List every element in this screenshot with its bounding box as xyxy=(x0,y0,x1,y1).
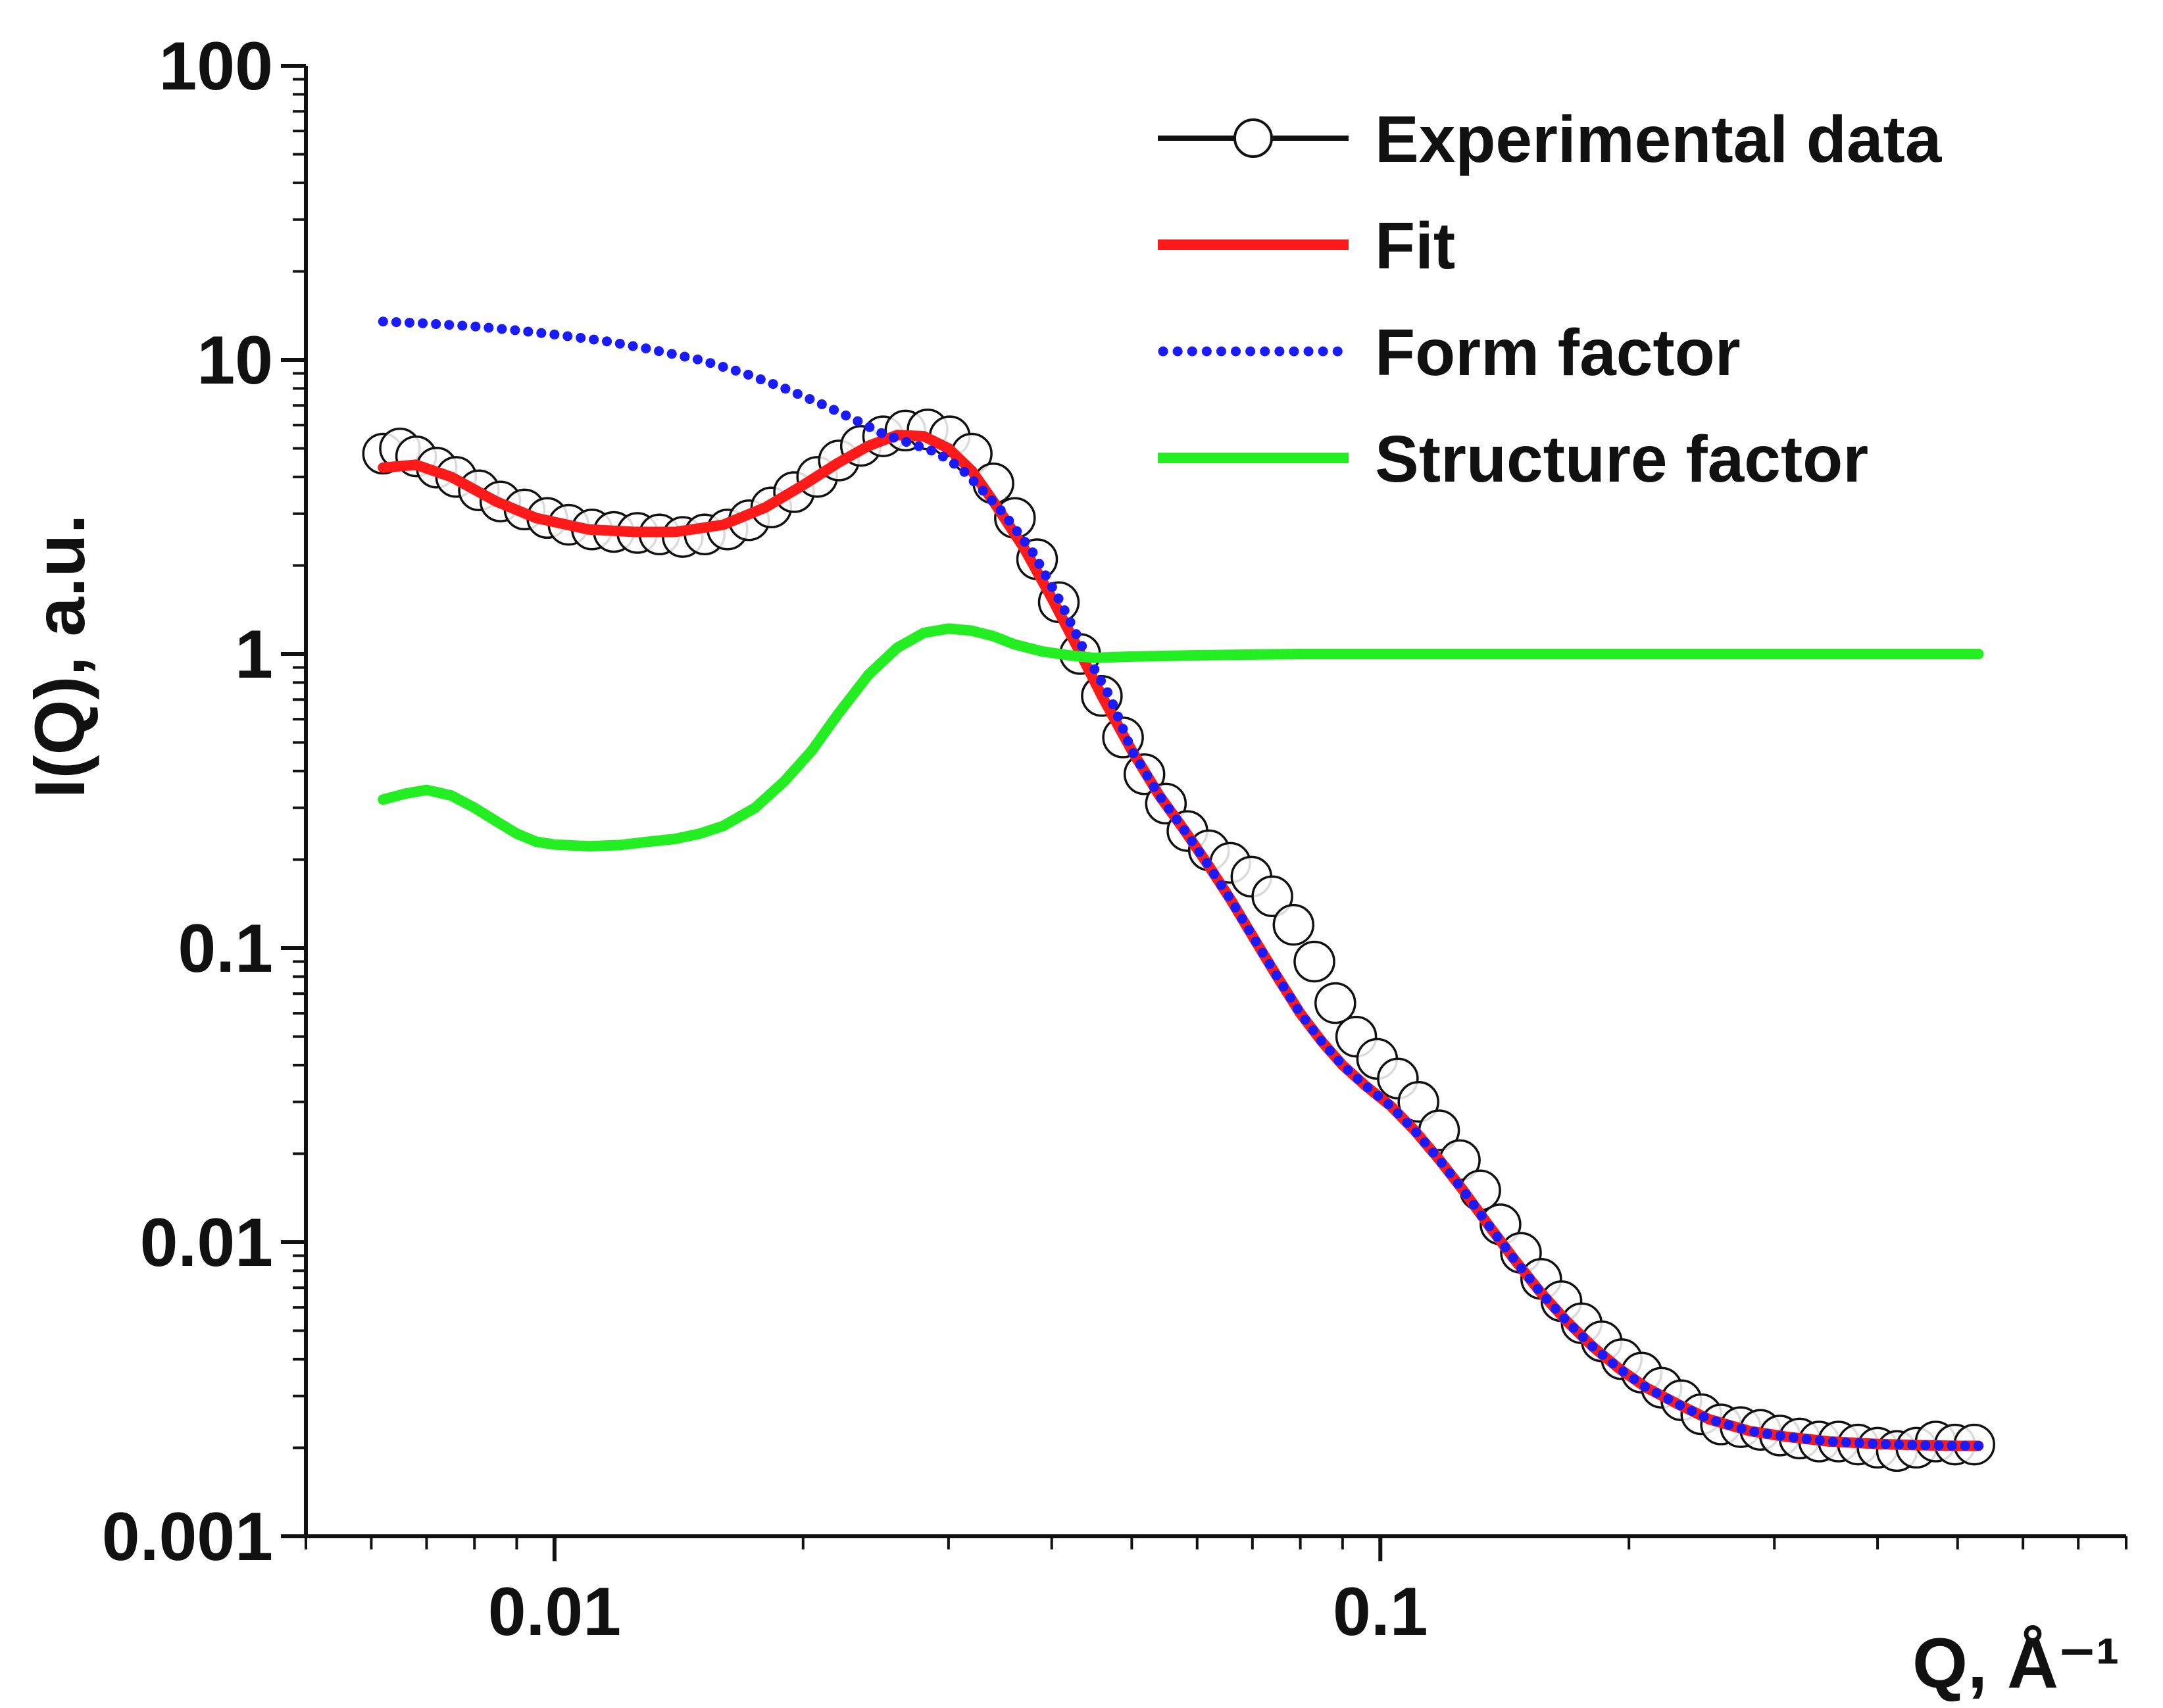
data-point xyxy=(1251,875,1293,918)
y-tick-label: 1 xyxy=(235,616,273,693)
data-point xyxy=(1397,1080,1439,1123)
legend-item: Structure factor xyxy=(1158,422,1868,496)
y-tick-label: 10 xyxy=(197,322,273,399)
axes: 0.001 0.01 0.1 1 10 100 0.01 0.1 xyxy=(102,28,2127,1650)
y-tick-label: 0.001 xyxy=(102,1499,273,1575)
legend-item: Experimental data xyxy=(1158,103,1943,176)
data-point xyxy=(1272,903,1315,946)
series-line xyxy=(378,623,1984,852)
legend-swatch-marker xyxy=(1233,118,1273,158)
x-tick-label: 0.01 xyxy=(488,1574,621,1650)
series-form-factor xyxy=(378,316,1983,1451)
series-structure-factor xyxy=(378,623,1984,852)
series-layer xyxy=(362,316,1995,1472)
legend-item: Fit xyxy=(1158,209,1455,283)
legend-label: Fit xyxy=(1375,209,1455,283)
legend-label: Form factor xyxy=(1375,316,1741,389)
y-tick-label: 100 xyxy=(159,28,273,105)
data-point xyxy=(1293,940,1335,983)
legend-item: Form factor xyxy=(1158,316,1741,389)
y-tick-label: 0.01 xyxy=(140,1205,273,1281)
y-tick-label: 0.1 xyxy=(178,911,273,987)
y-axis-title: I(Q), a.u. xyxy=(20,515,99,799)
legend: Experimental data Fit Form factor Structure… xyxy=(1158,103,1943,496)
legend-label: Structure factor xyxy=(1375,422,1868,496)
x-axis-title: Q, Å⁻¹ xyxy=(1912,1623,2120,1703)
legend-label: Experimental data xyxy=(1375,103,1943,176)
data-point xyxy=(1314,982,1356,1024)
series-line xyxy=(378,316,1983,1451)
x-tick-label: 0.1 xyxy=(1333,1574,1428,1650)
